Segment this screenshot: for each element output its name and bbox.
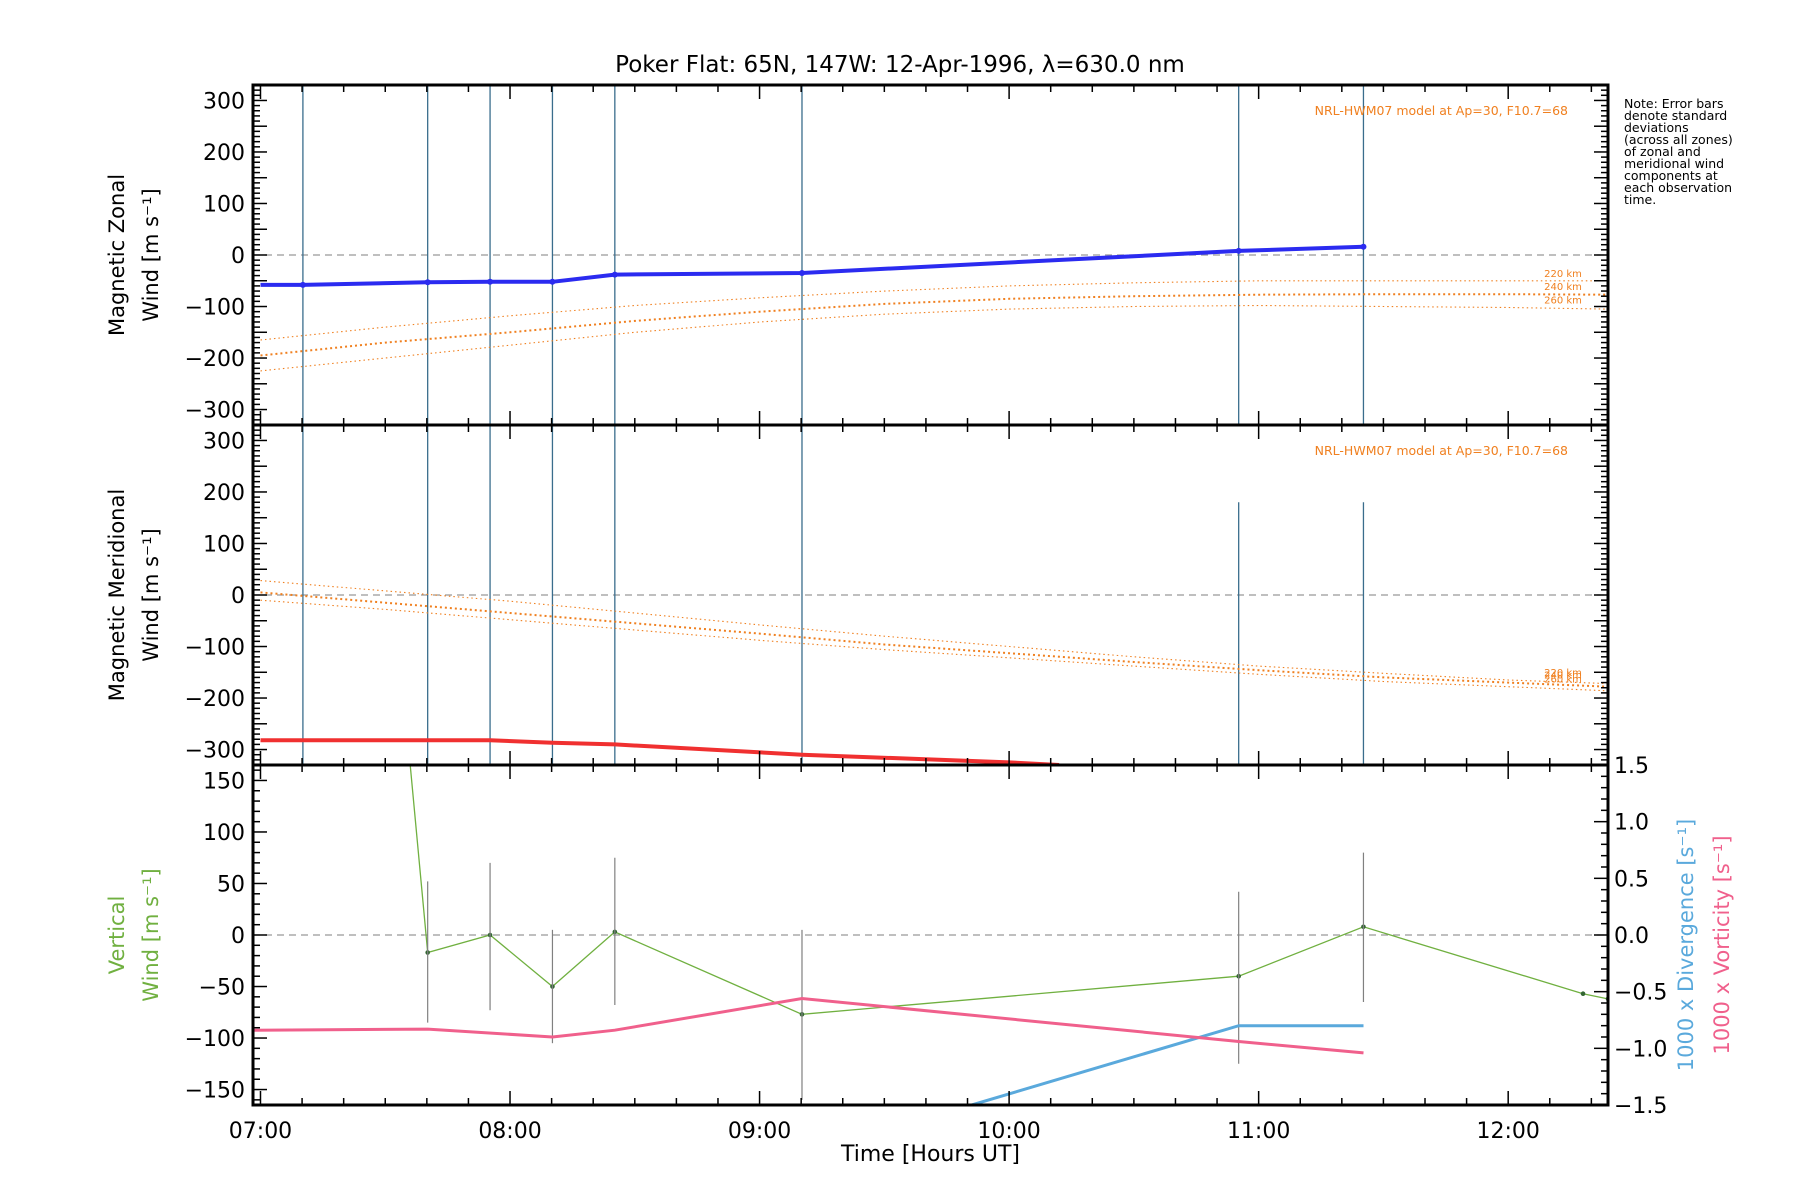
x-axis-label: Time [Hours UT] bbox=[840, 1142, 1020, 1167]
y-axis-label: Wind [m s⁻¹] bbox=[139, 528, 163, 661]
y-tick-label: −50 bbox=[199, 976, 245, 1001]
x-tick-label: 09:00 bbox=[728, 1119, 791, 1144]
zonal-point bbox=[487, 278, 494, 285]
y-axis-label: Magnetic Zonal bbox=[105, 174, 129, 336]
y2-axis-label: 1000 x Vorticity [s⁻¹] bbox=[1710, 835, 1734, 1054]
note-line: of zonal and bbox=[1624, 144, 1701, 159]
plot-area bbox=[260, 85, 1608, 425]
y2-tick-label: 0.5 bbox=[1614, 867, 1649, 892]
zonal-point bbox=[1360, 243, 1367, 250]
y2-tick-label: 1.0 bbox=[1614, 811, 1649, 836]
zonal-point bbox=[424, 279, 431, 286]
y-tick-label: 100 bbox=[203, 821, 245, 846]
y-tick-label: 300 bbox=[203, 429, 245, 454]
y-tick-label: 100 bbox=[203, 532, 245, 557]
zonal-point bbox=[1235, 247, 1242, 254]
y-tick-label: 150 bbox=[203, 769, 245, 794]
model-altitude-label: 240 km bbox=[1544, 671, 1582, 682]
y-tick-label: −100 bbox=[185, 636, 245, 661]
y-axis-label: Magnetic Meridional bbox=[105, 489, 129, 701]
zonal-point bbox=[299, 281, 306, 288]
model-line bbox=[260, 599, 1608, 692]
y2-tick-label: −1.5 bbox=[1614, 1094, 1667, 1119]
model-altitude-label: 220 km bbox=[1544, 668, 1582, 679]
note-line: each observation bbox=[1624, 180, 1732, 195]
panel-zonal: 220 km 240 km 260 km NRL-HWM07 model at Ap=… bbox=[105, 83, 1610, 427]
meridional-wind-line bbox=[260, 738, 1060, 765]
y-axis-label: Wind [m s⁻¹] bbox=[139, 868, 163, 1001]
y-tick-label: 0 bbox=[231, 244, 245, 269]
y-axis-label: Vertical bbox=[105, 896, 129, 975]
x-tick-label: 12:00 bbox=[1476, 1119, 1539, 1144]
zonal-wind-line bbox=[260, 244, 1364, 287]
model-altitude-label: 260 km bbox=[1544, 675, 1582, 686]
model-line bbox=[260, 304, 1608, 372]
note-line: time. bbox=[1624, 192, 1656, 207]
x-tick-label: 11:00 bbox=[1227, 1119, 1290, 1144]
model-label: NRL-HWM07 model at Ap=30, F10.7=68 bbox=[1315, 443, 1568, 458]
model-line bbox=[260, 580, 1608, 685]
y-tick-label: 300 bbox=[203, 89, 245, 114]
y-tick-label: −300 bbox=[185, 399, 245, 424]
note-line: deviations bbox=[1624, 120, 1689, 135]
y-tick-label: −200 bbox=[185, 687, 245, 712]
y-tick-label: 200 bbox=[203, 481, 245, 506]
y2-tick-label: 0.0 bbox=[1614, 924, 1649, 949]
y-tick-label: 100 bbox=[203, 192, 245, 217]
y-tick-label: −200 bbox=[185, 347, 245, 372]
y-tick-label: 0 bbox=[231, 584, 245, 609]
model-line bbox=[260, 591, 1608, 688]
model-altitude-label: 260 km bbox=[1544, 296, 1582, 307]
zonal-point bbox=[798, 270, 805, 277]
vorticity-line bbox=[253, 996, 1364, 1055]
note-line: components at bbox=[1624, 168, 1718, 183]
y2-tick-label: −0.5 bbox=[1614, 981, 1667, 1006]
chart-title: Poker Flat: 65N, 147W: 12-Apr-1996, λ=63… bbox=[615, 52, 1185, 78]
vertical-wind-line bbox=[409, 765, 1608, 1015]
model-line bbox=[260, 280, 1608, 341]
plot-area bbox=[253, 765, 1608, 1105]
y-tick-label: 50 bbox=[217, 872, 245, 897]
y-tick-label: −150 bbox=[185, 1079, 245, 1104]
y2-tick-label: −1.0 bbox=[1614, 1037, 1667, 1062]
y-tick-label: 200 bbox=[203, 141, 245, 166]
y-axis-label: Wind [m s⁻¹] bbox=[139, 188, 163, 321]
vertical-wind-point bbox=[1580, 991, 1586, 997]
y-tick-label: −300 bbox=[185, 739, 245, 764]
divergence-line bbox=[971, 1024, 1364, 1105]
x-tick-label: 07:00 bbox=[229, 1119, 292, 1144]
y-tick-label: 0 bbox=[231, 924, 245, 949]
y-tick-label: −100 bbox=[185, 296, 245, 321]
y2-tick-label: 1.5 bbox=[1614, 754, 1649, 779]
y2-axis-label: 1000 x Divergence [s⁻¹] bbox=[1674, 819, 1698, 1071]
zonal-point bbox=[549, 278, 556, 285]
note-line: (across all zones) bbox=[1624, 132, 1733, 147]
x-tick-label: 10:00 bbox=[977, 1119, 1040, 1144]
x-tick-label: 08:00 bbox=[478, 1119, 541, 1144]
panel-vertical: 150 100 50 0 −50 −100 −150 Vertical Wind [m s⁻¹]… bbox=[105, 754, 1734, 1167]
zonal-point bbox=[611, 271, 618, 278]
note-line: Note: Error bars bbox=[1624, 96, 1723, 111]
model-label: NRL-HWM07 model at Ap=30, F10.7=68 bbox=[1315, 103, 1568, 118]
model-altitude-label: 220 km bbox=[1544, 269, 1582, 280]
plot-area bbox=[260, 425, 1608, 765]
note-line: meridional wind bbox=[1624, 156, 1724, 171]
y-tick-label: −100 bbox=[185, 1027, 245, 1052]
note-line: denote standard bbox=[1624, 108, 1727, 123]
model-altitude-label: 240 km bbox=[1544, 282, 1582, 293]
model-line bbox=[260, 293, 1608, 357]
